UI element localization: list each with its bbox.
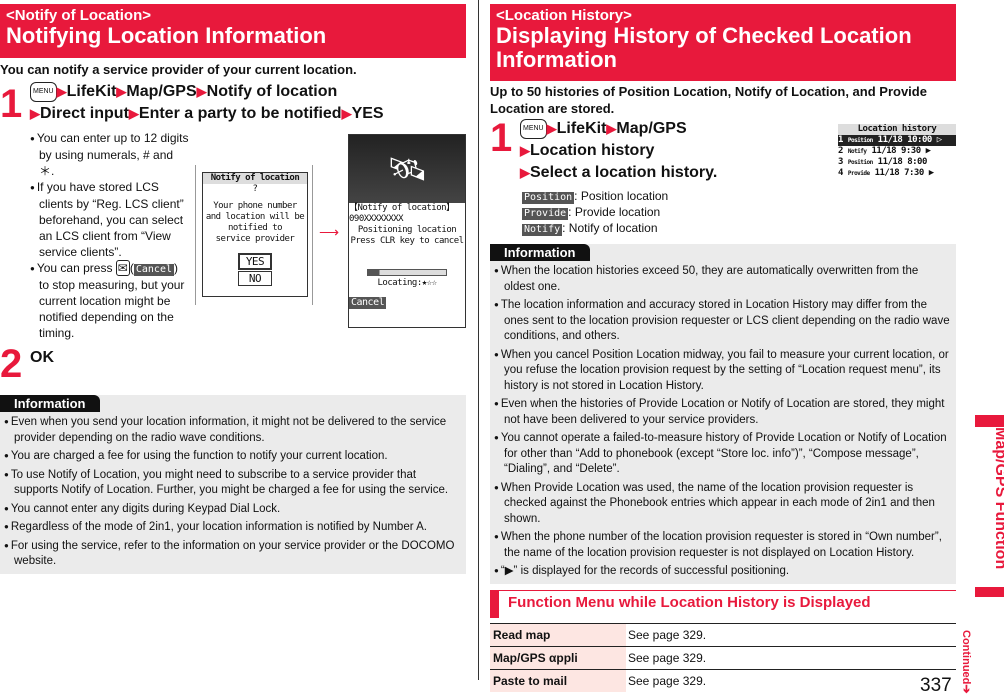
menu-key-icon: MENU — [520, 118, 547, 139]
step-number: 1 — [0, 82, 23, 126]
info-box: Information Even when you send your loca… — [0, 395, 466, 574]
legend: Position: Position location Provide: Pro… — [522, 189, 669, 236]
lead-text: Up to 50 histories of Position Location,… — [490, 84, 927, 116]
step-1: MENU ▶LifeKit▶Map/GPS▶Notify of location … — [30, 81, 384, 122]
left-flow: You can enter up to 12 digits by using n… — [0, 130, 466, 574]
arrow-icon: ⟶ — [319, 224, 340, 240]
cancel-softkey: Cancel — [349, 297, 387, 309]
info-box: Information When the location histories … — [490, 244, 956, 584]
no-option: NO — [238, 271, 272, 286]
note: You can enter up to 12 digits by using n… — [30, 130, 190, 179]
info-tab: Information — [0, 395, 100, 412]
info-tab: Information — [490, 244, 590, 261]
menu-key-icon: MENU — [30, 81, 57, 102]
progress-bar — [367, 269, 447, 276]
function-menu-header: Function Menu while Location History is … — [490, 589, 956, 618]
location-history-screen: Location history 1 Position 11/18 10:00 … — [838, 124, 956, 184]
positioning-screen: 🛰 【Notify of location】 090XXXXXXXX Posit… — [348, 134, 466, 328]
table-row: Read map See page 329. — [490, 622, 956, 646]
continued-label: Continued➔ — [960, 630, 972, 694]
divider — [312, 165, 313, 305]
table-row: Map/GPS αppli See page 329. — [490, 645, 956, 669]
cancel-softkey: Cancel — [133, 264, 174, 276]
note: If you have stored LCS clients by “Reg. … — [30, 179, 190, 260]
note: You can press ✉(Cancel) to stop measurin… — [30, 260, 190, 341]
step-number: 1 — [490, 116, 513, 160]
section-header: <Location History> Displaying History of… — [490, 4, 956, 81]
page-number: 337 — [920, 675, 952, 696]
satellite-icon: 🛰 — [349, 135, 465, 203]
table-row: Paste to mail See page 329. — [490, 668, 956, 692]
section-header: <Notify of Location> Notifying Location … — [0, 4, 466, 58]
lead-text: You can notify a service provider of you… — [0, 62, 357, 77]
divider — [195, 165, 196, 305]
function-menu-table: Read map See page 329. Map/GPS αppli See p… — [490, 622, 956, 692]
step-number: 2 — [0, 342, 23, 386]
right-flow: Information When the location histories … — [490, 244, 956, 692]
step-1: MENU ▶LifeKit▶Map/GPS ▶Location history ▶… — [520, 118, 718, 181]
chapter-tab-label: Map/GPS Function — [969, 427, 1004, 587]
step-2-row: 2 OK — [0, 344, 466, 386]
header-subtitle: <Notify of Location> — [6, 7, 152, 24]
yes-option: YES — [238, 253, 272, 270]
notes: You can enter up to 12 digits by using n… — [30, 130, 190, 342]
mail-key-icon: ✉ — [115, 260, 130, 276]
column-divider — [478, 0, 479, 680]
flag-icon: ▶ — [504, 565, 514, 577]
step-2: OK — [30, 349, 54, 366]
confirm-screen: Notify of location ? Your phone number an… — [202, 172, 308, 297]
header-title: Notifying Location Information — [6, 23, 327, 48]
